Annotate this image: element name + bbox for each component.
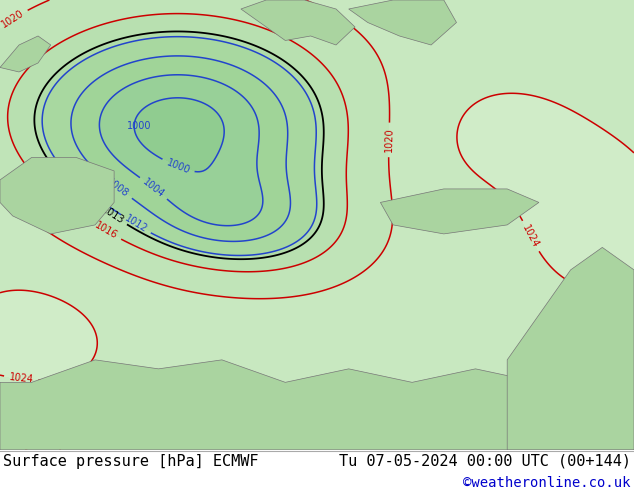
Text: 1000: 1000 bbox=[127, 121, 152, 131]
Polygon shape bbox=[558, 90, 621, 180]
Polygon shape bbox=[507, 247, 634, 450]
Text: 1024: 1024 bbox=[521, 223, 541, 249]
Polygon shape bbox=[0, 36, 51, 72]
Polygon shape bbox=[0, 0, 634, 450]
Text: 1012: 1012 bbox=[122, 214, 149, 235]
Text: 1020: 1020 bbox=[0, 8, 26, 30]
Text: 1016: 1016 bbox=[93, 220, 119, 241]
Text: 1000: 1000 bbox=[165, 157, 191, 176]
Polygon shape bbox=[349, 0, 456, 45]
Text: 1008: 1008 bbox=[105, 177, 131, 199]
Text: 1016: 1016 bbox=[6, 415, 32, 431]
Polygon shape bbox=[380, 189, 539, 234]
Polygon shape bbox=[520, 202, 634, 450]
Text: Tu 07-05-2024 00:00 UTC (00+144): Tu 07-05-2024 00:00 UTC (00+144) bbox=[339, 454, 631, 468]
Text: 1020: 1020 bbox=[43, 409, 67, 434]
Polygon shape bbox=[0, 157, 114, 234]
Polygon shape bbox=[0, 360, 634, 450]
Text: 1024: 1024 bbox=[8, 372, 34, 385]
Text: ©weatheronline.co.uk: ©weatheronline.co.uk bbox=[463, 476, 631, 490]
Polygon shape bbox=[146, 0, 444, 68]
Text: 1004: 1004 bbox=[141, 176, 166, 199]
Text: Surface pressure [hPa] ECMWF: Surface pressure [hPa] ECMWF bbox=[3, 454, 259, 468]
Polygon shape bbox=[349, 337, 520, 450]
Polygon shape bbox=[368, 157, 476, 189]
Text: 1020: 1020 bbox=[384, 127, 394, 152]
Polygon shape bbox=[241, 0, 355, 45]
Text: 1013: 1013 bbox=[100, 204, 126, 226]
